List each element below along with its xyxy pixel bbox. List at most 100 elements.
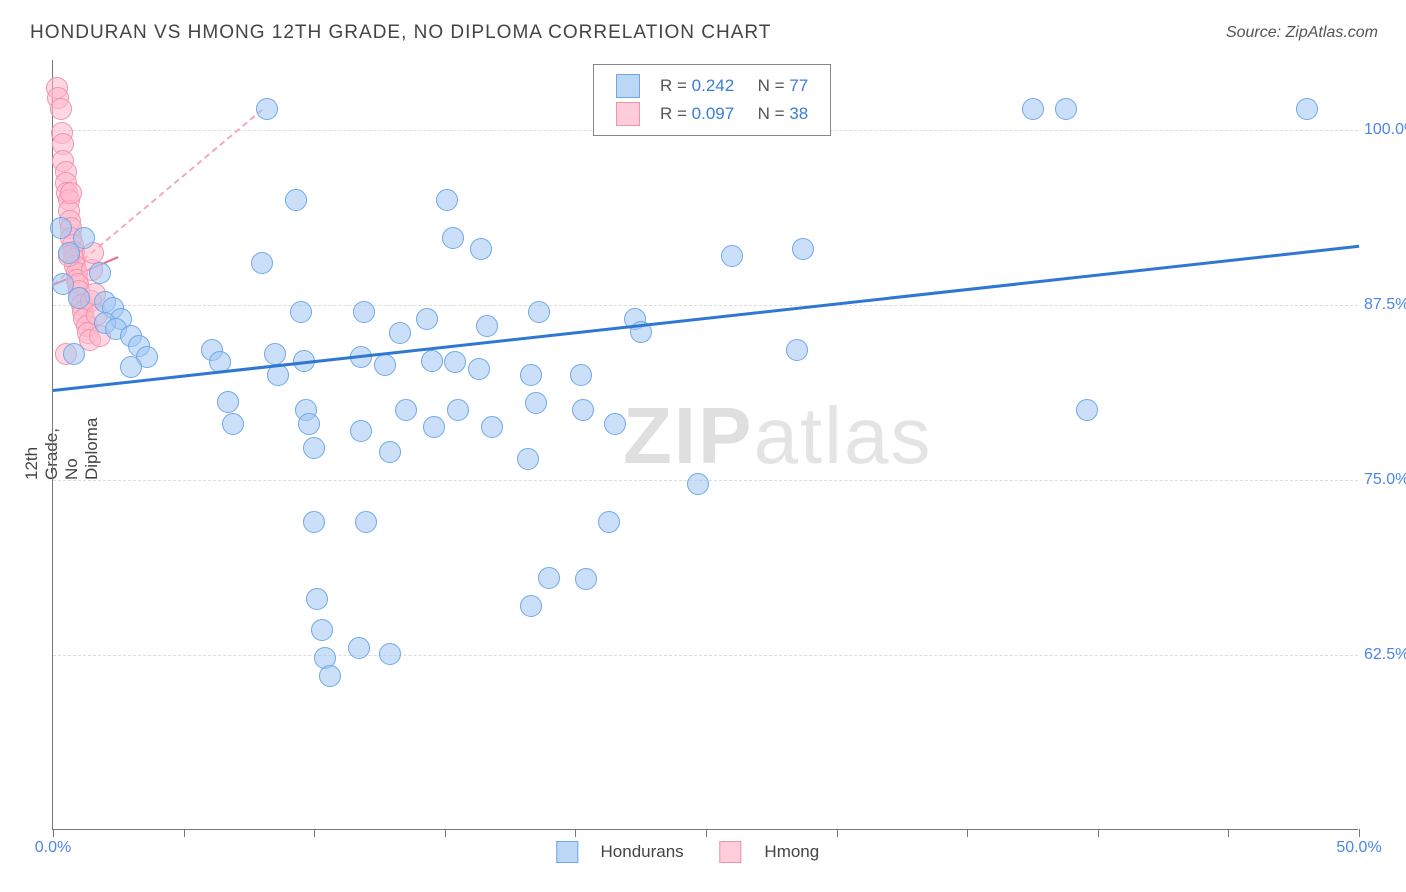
legend-series-label: Hondurans xyxy=(601,842,684,861)
data-point xyxy=(303,511,325,533)
data-point xyxy=(264,343,286,365)
y-tick-label: 100.0% xyxy=(1364,121,1406,139)
data-point xyxy=(525,392,547,414)
data-point xyxy=(444,351,466,373)
data-point xyxy=(285,189,307,211)
chart-title: HONDURAN VS HMONG 12TH GRADE, NO DIPLOMA… xyxy=(30,22,771,44)
data-point xyxy=(604,413,626,435)
legend-swatch-icon xyxy=(616,102,640,126)
x-tick xyxy=(575,829,576,837)
data-point xyxy=(306,588,328,610)
data-point xyxy=(389,322,411,344)
data-point xyxy=(1055,98,1077,120)
data-point xyxy=(1022,98,1044,120)
legend-r-label: R = 0.097 xyxy=(654,101,740,127)
data-point xyxy=(58,242,80,264)
watermark-zip: ZIP xyxy=(623,391,753,480)
data-point xyxy=(120,356,142,378)
x-tick xyxy=(837,829,838,837)
gridline-h xyxy=(53,305,1358,306)
legend-swatch-icon xyxy=(556,841,578,863)
legend-n-label: N = 77 xyxy=(742,73,814,99)
legend-stats: R = 0.242 N = 77R = 0.097 N = 38 xyxy=(593,64,831,136)
source-label: Source: ZipAtlas.com xyxy=(1226,24,1378,42)
legend-series: Hondurans Hmong xyxy=(556,841,855,863)
data-point xyxy=(311,619,333,641)
legend-n-label: N = 38 xyxy=(742,101,814,127)
x-tick xyxy=(53,829,54,837)
data-point xyxy=(63,343,85,365)
gridline-h xyxy=(53,655,1358,656)
x-tick-label: 0.0% xyxy=(35,839,71,857)
data-point xyxy=(1076,399,1098,421)
x-tick xyxy=(706,829,707,837)
y-tick-label: 87.5% xyxy=(1364,296,1406,314)
x-tick xyxy=(445,829,446,837)
data-point xyxy=(575,568,597,590)
data-point xyxy=(350,420,372,442)
data-point xyxy=(572,399,594,421)
data-point xyxy=(528,301,550,323)
y-axis-label-wrap: 12th Grade, No Diploma xyxy=(22,0,52,892)
chart-container: HONDURAN VS HMONG 12TH GRADE, NO DIPLOMA… xyxy=(0,0,1406,892)
data-point xyxy=(374,354,396,376)
data-point xyxy=(721,245,743,267)
data-point xyxy=(476,315,498,337)
data-point xyxy=(520,364,542,386)
x-tick xyxy=(1359,829,1360,837)
data-point xyxy=(423,416,445,438)
legend-swatch-icon xyxy=(616,74,640,98)
data-point xyxy=(598,511,620,533)
legend-r-label: R = 0.242 xyxy=(654,73,740,99)
legend-swatch-icon xyxy=(720,841,742,863)
data-point xyxy=(468,358,490,380)
data-point xyxy=(470,238,492,260)
x-tick xyxy=(967,829,968,837)
data-point xyxy=(421,350,443,372)
watermark: ZIPatlas xyxy=(623,390,932,482)
x-tick-label: 50.0% xyxy=(1336,839,1381,857)
data-point xyxy=(290,301,312,323)
data-point xyxy=(52,273,74,295)
data-point xyxy=(50,98,72,120)
data-point xyxy=(251,252,273,274)
data-point xyxy=(89,262,111,284)
data-point xyxy=(1296,98,1318,120)
data-point xyxy=(303,437,325,459)
data-point xyxy=(687,473,709,495)
data-point xyxy=(348,637,370,659)
data-point xyxy=(442,227,464,249)
data-point xyxy=(792,238,814,260)
x-tick xyxy=(314,829,315,837)
data-point xyxy=(256,98,278,120)
data-point xyxy=(379,441,401,463)
data-point xyxy=(520,595,542,617)
data-point xyxy=(60,182,82,204)
legend-series-label: Hmong xyxy=(764,842,819,861)
data-point xyxy=(353,301,375,323)
plot-area: ZIPatlas 62.5%75.0%87.5%100.0%0.0%50.0%R… xyxy=(52,60,1358,830)
data-point xyxy=(416,308,438,330)
data-point xyxy=(786,339,808,361)
data-point xyxy=(379,643,401,665)
data-point xyxy=(355,511,377,533)
data-point xyxy=(538,567,560,589)
data-point xyxy=(481,416,503,438)
x-tick xyxy=(1098,829,1099,837)
y-tick-label: 75.0% xyxy=(1364,471,1406,489)
data-point xyxy=(50,217,72,239)
data-point xyxy=(436,189,458,211)
data-point xyxy=(570,364,592,386)
trend-line xyxy=(53,245,1359,392)
data-point xyxy=(319,665,341,687)
data-point xyxy=(217,391,239,413)
y-tick-label: 62.5% xyxy=(1364,646,1406,664)
data-point xyxy=(517,448,539,470)
data-point xyxy=(447,399,469,421)
data-point xyxy=(395,399,417,421)
x-tick xyxy=(184,829,185,837)
x-tick xyxy=(1228,829,1229,837)
data-point xyxy=(222,413,244,435)
watermark-atlas: atlas xyxy=(753,391,932,480)
data-point xyxy=(298,413,320,435)
